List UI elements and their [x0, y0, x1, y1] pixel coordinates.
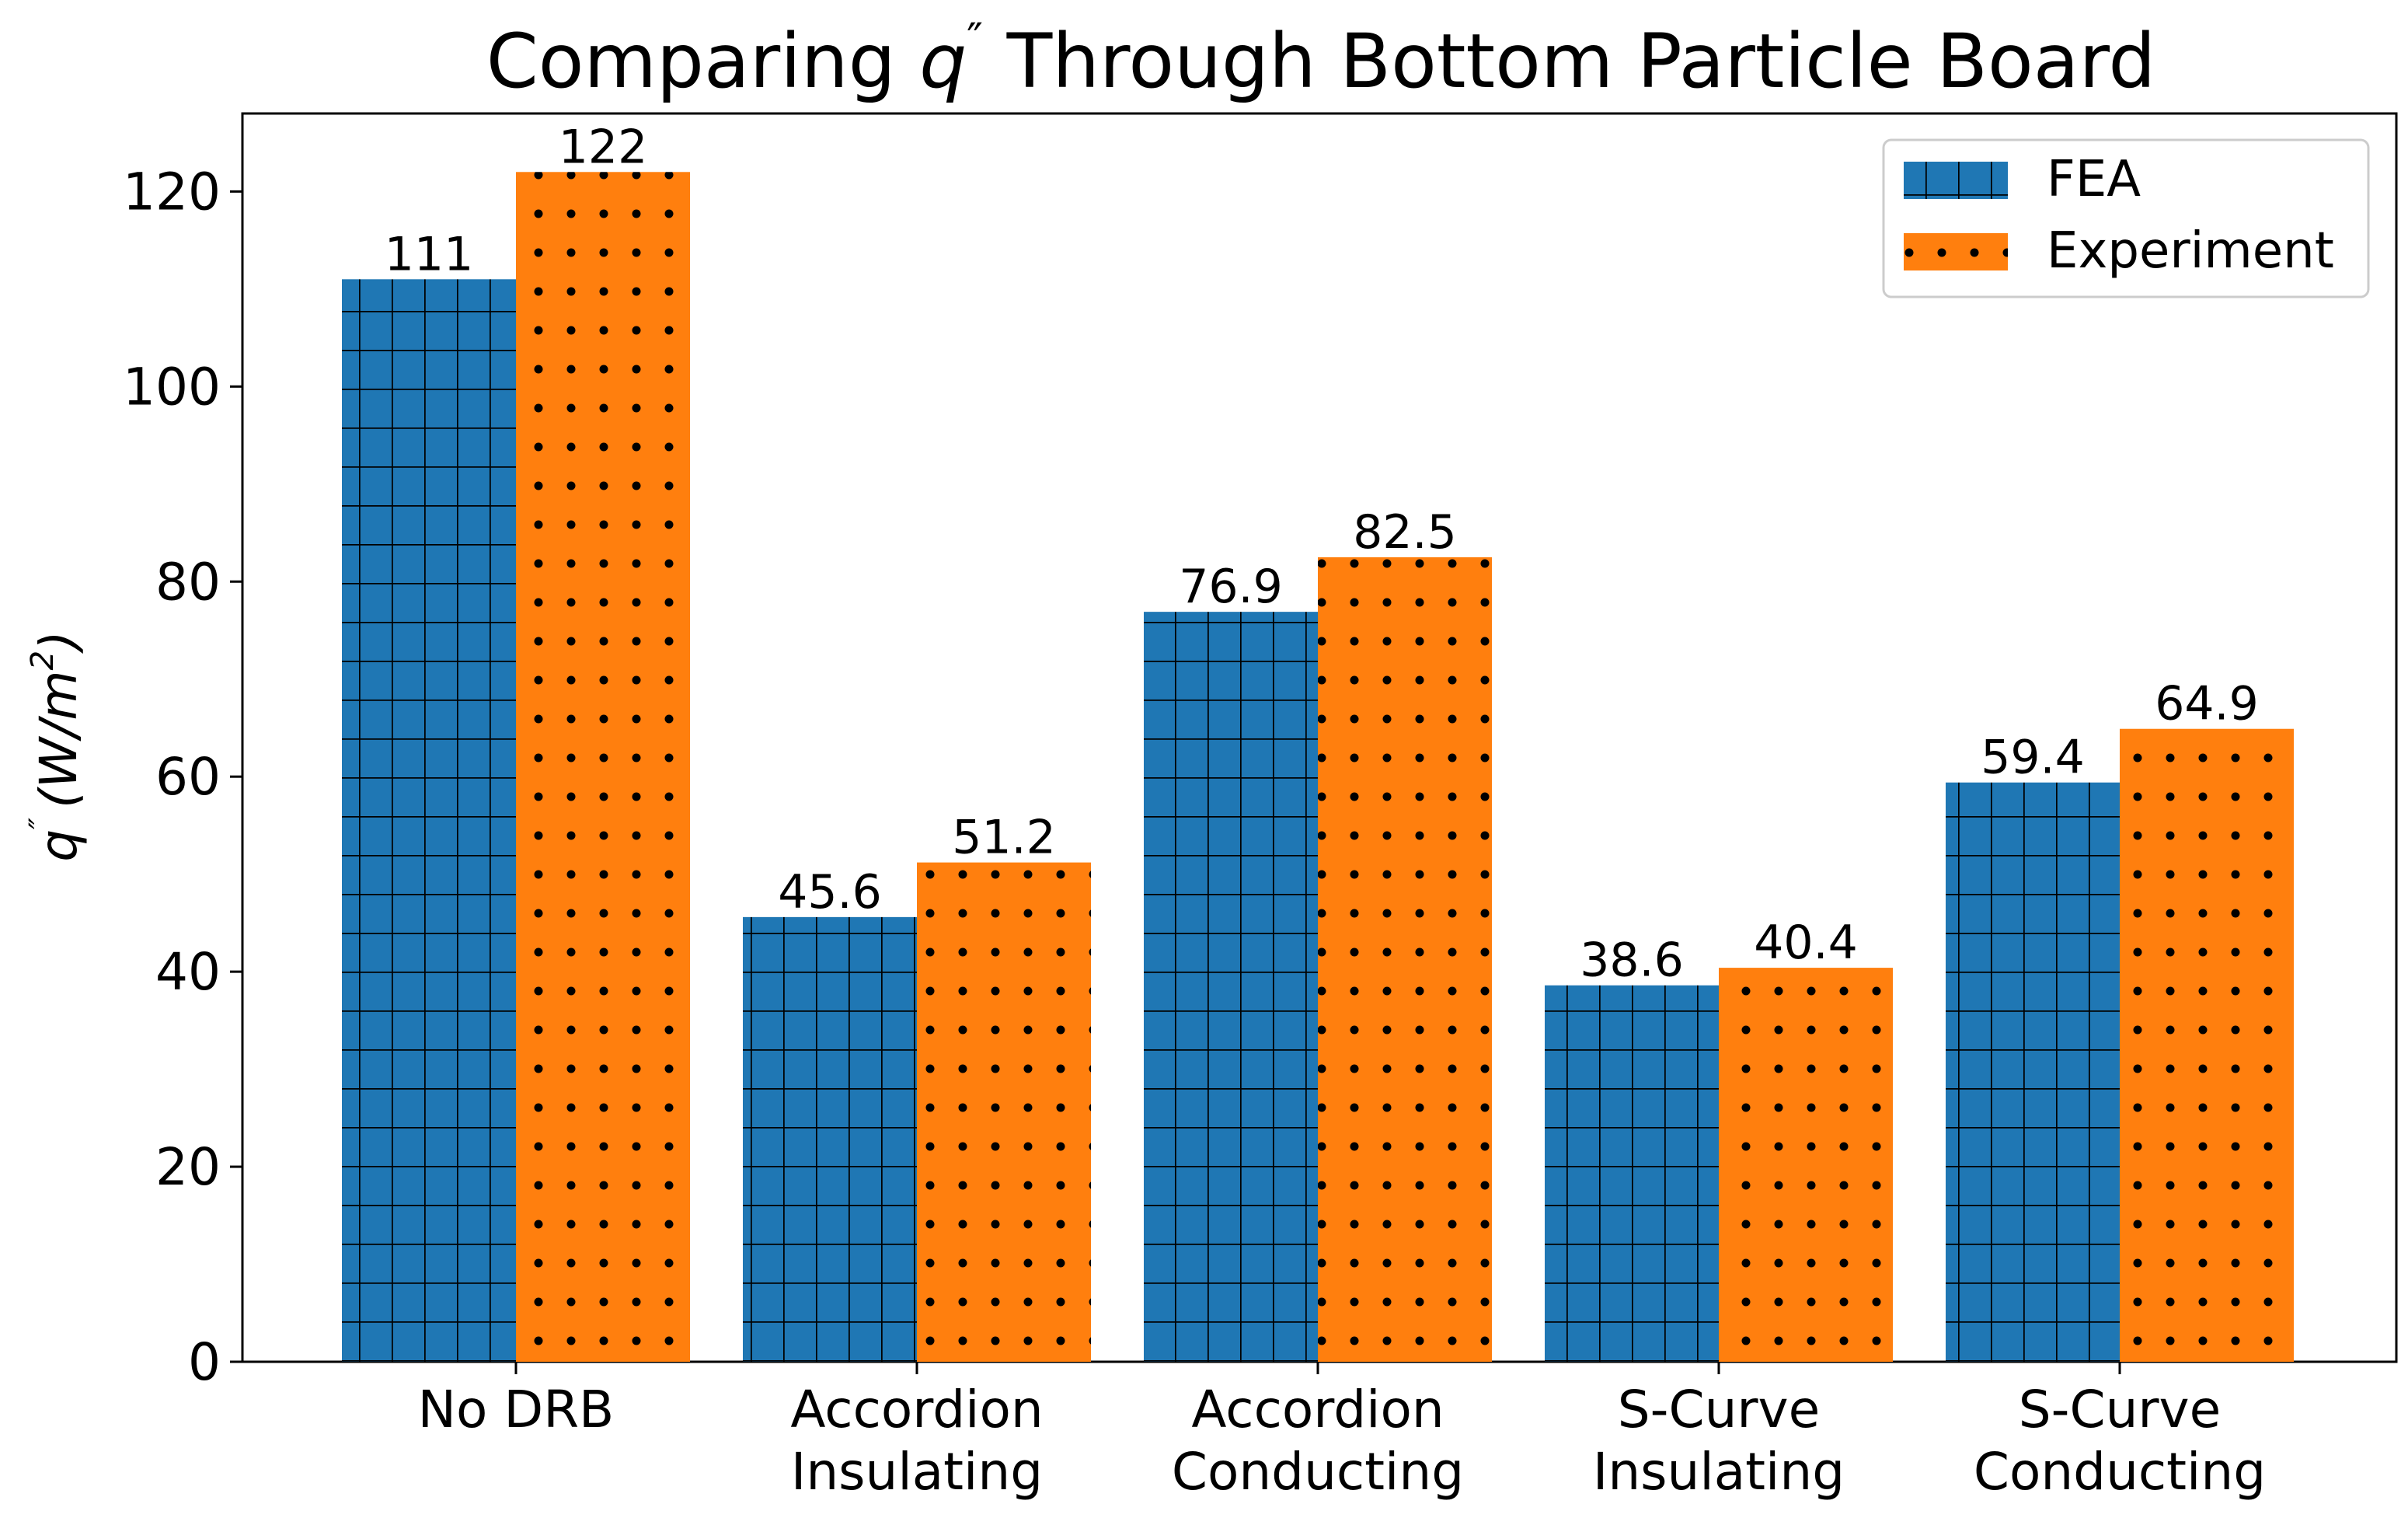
y-tick-label: 40: [155, 942, 221, 1002]
bar-value-label: 82.5: [1353, 505, 1457, 560]
y-tick-label: 0: [188, 1332, 221, 1392]
x-tick-label: Accordion Insulating: [790, 1380, 1043, 1502]
bar-value-label: 40.4: [1754, 916, 1858, 970]
y-tick-label: 20: [155, 1137, 221, 1197]
bar-value-label: 45.6: [778, 865, 882, 920]
bar-value-label: 38.6: [1580, 933, 1684, 988]
chart-title: Comparing q″ Through Bottom Particle Boa…: [486, 15, 2156, 105]
bar-fea: [342, 279, 516, 1362]
bar-experiment: [516, 172, 690, 1362]
bar-value-label: 64.9: [2155, 677, 2259, 731]
y-tick-label: 100: [123, 357, 221, 417]
y-axis-ticks: 0 20 40 60 80 100 120: [123, 162, 242, 1392]
y-tick-label: 120: [123, 162, 221, 222]
y-axis-label: q″(W/m2): [23, 630, 89, 862]
bar-experiment: [917, 862, 1091, 1362]
bar-value-labels: 111 122 45.6 51.2 76.9 82.5 38.6 40.4 59.4 64.9: [385, 120, 2259, 987]
legend: FEA Experiment: [1882, 138, 2370, 298]
bar-experiment: [1719, 968, 1893, 1362]
legend-entry-fea: FEA: [2047, 151, 2141, 208]
y-tick-label: 60: [155, 747, 221, 807]
bar-experiment: [1318, 557, 1492, 1362]
bar-fea: [1946, 782, 2120, 1362]
x-axis-ticks: No DRB Accordion Insulating Accordion Conduc…: [418, 1362, 2266, 1502]
legend-swatch-fea: [1904, 162, 2008, 199]
bar-value-label: 76.9: [1179, 560, 1283, 614]
bar-experiment: [2120, 728, 2294, 1362]
bar-value-label: 59.4: [1981, 731, 2085, 785]
bar-value-label: 51.2: [952, 811, 1056, 865]
legend-entry-experiment: Experiment: [2047, 222, 2334, 280]
bar-fea: [1545, 985, 1719, 1362]
x-tick-label: Accordion Conducting: [1172, 1380, 1464, 1502]
bars: [342, 172, 2294, 1362]
bar-value-label: 111: [385, 227, 474, 281]
y-tick-label: 80: [155, 552, 221, 612]
bar-fea: [1144, 612, 1318, 1362]
x-tick-label: S-Curve Insulating: [1593, 1380, 1845, 1502]
legend-swatch-experiment: [1904, 233, 2008, 270]
bar-value-label: 122: [559, 120, 648, 174]
x-tick-label: No DRB: [418, 1380, 615, 1440]
x-tick-label: S-Curve Conducting: [1974, 1380, 2266, 1502]
bar-fea: [743, 916, 917, 1362]
